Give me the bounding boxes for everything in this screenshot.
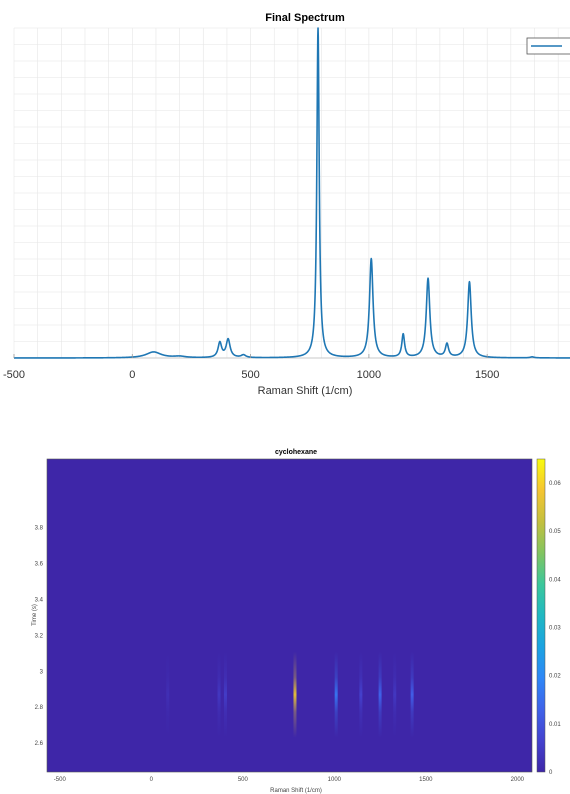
heatmap-band bbox=[359, 651, 363, 738]
spectrum-series-line bbox=[13, 27, 570, 359]
heatmap-y-tick-label: 3 bbox=[40, 669, 44, 675]
heatmap-band bbox=[410, 651, 414, 738]
colorbar-tick-label: 0.01 bbox=[549, 722, 561, 728]
colorbar-tick-label: 0.03 bbox=[549, 626, 561, 632]
x-tick-label: 0 bbox=[129, 369, 135, 381]
final-spectrum-chart: Final Spectrum Raman Shift (1/cm) -500 0 5… bbox=[3, 12, 570, 397]
legend bbox=[526, 37, 570, 55]
heatmap-y-tick-label: 2.6 bbox=[35, 741, 44, 747]
x-tick-label: 500 bbox=[241, 369, 259, 381]
heatmap-x-tick-label: 1000 bbox=[328, 777, 342, 783]
heatmap-frame bbox=[46, 458, 533, 773]
heatmap-y-tick-label: 3.2 bbox=[35, 633, 44, 639]
heatmap-band bbox=[166, 651, 170, 738]
heatmap-band bbox=[293, 651, 297, 738]
x-tick-label: -500 bbox=[3, 369, 25, 381]
colorbar-tick-label: 0.04 bbox=[549, 577, 561, 583]
x-axis-label: Raman Shift (1/cm) bbox=[258, 385, 353, 397]
heatmap-band bbox=[378, 651, 382, 738]
heatmap-title: cyclohexane bbox=[275, 449, 317, 456]
heatmap-x-tick-label: -500 bbox=[54, 777, 67, 783]
colorbar-tick-label: 0.05 bbox=[549, 529, 561, 535]
x-tick-labels: -500 0 500 1000 1500 bbox=[3, 354, 499, 381]
colorbar-tick-label: 0 bbox=[549, 770, 553, 776]
heatmap-x-tick-labels: -500 0 500 1000 1500 2000 bbox=[54, 777, 525, 783]
heatmap-y-axis-label: Time (s) bbox=[32, 604, 38, 626]
spectrum-plot-area bbox=[13, 27, 570, 359]
heatmap-band bbox=[217, 651, 221, 738]
heatmap-band bbox=[393, 651, 397, 738]
heatmap-x-tick-label: 0 bbox=[150, 777, 154, 783]
colorbar bbox=[536, 458, 546, 773]
colorbar-gradient bbox=[536, 458, 546, 773]
colorbar-tick-labels: 0 0.01 0.02 0.03 0.04 0.05 0.06 bbox=[549, 481, 561, 776]
colorbar-tick-label: 0.02 bbox=[549, 674, 561, 680]
chart-title: Final Spectrum bbox=[265, 12, 345, 24]
heatmap-x-axis-label: Raman Shift (1/cm) bbox=[270, 788, 322, 794]
heatmap-y-tick-label: 3.4 bbox=[35, 597, 44, 603]
heatmap-band bbox=[334, 651, 338, 738]
colorbar-tick-label: 0.06 bbox=[549, 481, 561, 487]
heatmap-y-tick-label: 3.6 bbox=[35, 561, 44, 567]
heatmap-x-tick-label: 500 bbox=[238, 777, 249, 783]
heatmap-y-tick-label: 2.8 bbox=[35, 705, 44, 711]
heatmap-y-tick-labels: 2.6 2.8 3 3.2 3.4 3.6 3.8 bbox=[35, 525, 44, 747]
heatmap-x-tick-label: 2000 bbox=[511, 777, 525, 783]
heatmap-area bbox=[46, 458, 533, 773]
x-tick-label: 1000 bbox=[357, 369, 381, 381]
heatmap-x-tick-label: 1500 bbox=[419, 777, 433, 783]
heatmap-background bbox=[47, 459, 532, 772]
heatmap-y-tick-label: 3.8 bbox=[35, 525, 44, 531]
heatmap-band bbox=[223, 651, 227, 738]
x-tick-label: 1500 bbox=[475, 369, 499, 381]
